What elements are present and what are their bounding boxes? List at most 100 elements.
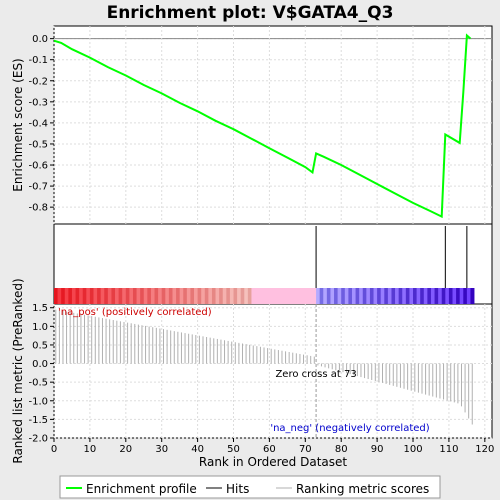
color-bar-cell [136, 288, 141, 304]
color-bar-cell [377, 288, 382, 304]
color-bar-cell [369, 288, 374, 304]
color-bar-cell [132, 288, 137, 304]
rank-color-bar [54, 288, 475, 304]
ranking-y-tick-label: -1.0 [28, 396, 48, 407]
color-bar-cell [172, 288, 177, 304]
color-bar-cell [438, 288, 443, 304]
color-bar-cell [143, 288, 148, 304]
color-bar-cell [366, 288, 371, 304]
color-bar-cell [219, 288, 224, 304]
x-tick-label: 30 [155, 444, 168, 455]
color-bar-cell [244, 288, 249, 304]
color-bar-cell [269, 288, 274, 304]
ranking-y-tick-label: -1.5 [28, 415, 48, 426]
color-bar-cell [154, 288, 159, 304]
enrichment-panel [53, 25, 493, 225]
color-bar-cell [57, 288, 62, 304]
x-tick-label: 80 [335, 444, 348, 455]
color-bar-cell [409, 288, 414, 304]
legend-box [59, 475, 441, 499]
color-bar-cell [204, 288, 209, 304]
enrichment-profile [53, 33, 472, 219]
ranking-grid [53, 304, 492, 439]
color-bar-cell [129, 288, 134, 304]
color-bar-cell [161, 288, 166, 304]
x-tick-label: 90 [371, 444, 384, 455]
enrichment-profile-line [53, 33, 472, 219]
color-bar-cell [229, 288, 234, 304]
es-y-tick-label: -0.6 [28, 161, 48, 172]
color-bar-cell [456, 288, 461, 304]
color-bar-cell [463, 288, 468, 304]
chart-title: Enrichment plot: V$GATA4_Q3 [107, 3, 394, 23]
color-bar-cell [150, 288, 155, 304]
color-bar-cell [147, 288, 152, 304]
color-bar-cell [186, 288, 191, 304]
color-bar-cell [373, 288, 378, 304]
color-bar-cell [71, 288, 76, 304]
color-bar-cell [316, 288, 321, 304]
color-bar-cell [448, 288, 453, 304]
color-bar-cell [355, 288, 360, 304]
ranking-y-axis-label: Ranked list metric (PreRanked) [11, 278, 25, 463]
legend-ranking-label: Ranking metric scores [296, 482, 429, 496]
color-bar-cell [330, 288, 335, 304]
color-bar-cell [64, 288, 69, 304]
x-tick-label: 10 [84, 444, 97, 455]
color-bar-cell [416, 288, 421, 304]
ranking-y-tick-label: 1.5 [32, 303, 48, 314]
neg-correlated-label: 'na_neg' (negatively correlated) [270, 423, 429, 434]
es-y-tick-label: -0.2 [28, 76, 48, 87]
color-bar-cell [341, 288, 346, 304]
color-bar-cell [61, 288, 66, 304]
ranking-y-tick-label: 0.5 [32, 340, 48, 351]
color-bar-cell [100, 288, 105, 304]
x-axis-label: Rank in Ordered Dataset [199, 455, 347, 469]
color-bar-cell [452, 288, 457, 304]
color-bar-cell [86, 288, 91, 304]
color-bar-cell [111, 288, 116, 304]
color-bar-cell [258, 288, 263, 304]
color-bar-cell [201, 288, 206, 304]
color-bar-cell [226, 288, 231, 304]
color-bar-cell [194, 288, 199, 304]
zero-cross-label: Zero cross at 73 [275, 369, 356, 380]
color-bar-cell [423, 288, 428, 304]
color-bar-cell [380, 288, 385, 304]
color-bar-cell [420, 288, 425, 304]
color-bar-cell [405, 288, 410, 304]
color-bar-cell [183, 288, 188, 304]
color-bar-cell [255, 288, 260, 304]
legend-enrichment-label: Enrichment profile [86, 482, 197, 496]
color-bar-cell [427, 288, 432, 304]
ranking-y-tick-label: 0.0 [32, 359, 48, 370]
color-bar-cell [158, 288, 163, 304]
color-bar-cell [118, 288, 123, 304]
color-bar-cell [466, 288, 471, 304]
color-bar-cell [344, 288, 349, 304]
color-bar-cell [208, 288, 213, 304]
color-bar-cell [97, 288, 102, 304]
color-bar-cell [75, 288, 80, 304]
color-bar-cell [104, 288, 109, 304]
color-bar-cell [107, 288, 112, 304]
x-tick-label: 40 [191, 444, 204, 455]
color-bar-cell [398, 288, 403, 304]
x-tick-label: 70 [299, 444, 312, 455]
color-bar-cell [122, 288, 127, 304]
x-tick-label: 120 [475, 444, 494, 455]
color-bar-cell [298, 288, 303, 304]
color-bar-cell [273, 288, 277, 304]
color-bar-cell [387, 288, 392, 304]
color-bar-cell [251, 288, 256, 304]
es-y-tick-label: -0.3 [28, 97, 48, 108]
color-bar-cell [115, 288, 120, 304]
color-bar-cell [165, 288, 170, 304]
es-y-tick-label: -0.7 [28, 182, 48, 193]
x-tick-label: 100 [403, 444, 422, 455]
color-bar-cell [441, 288, 446, 304]
es-y-tick-label: -0.4 [28, 118, 48, 129]
color-bar-cell [283, 288, 288, 304]
ranking-y-tick-label: 1.0 [32, 322, 48, 333]
color-bar-cell [402, 288, 407, 304]
